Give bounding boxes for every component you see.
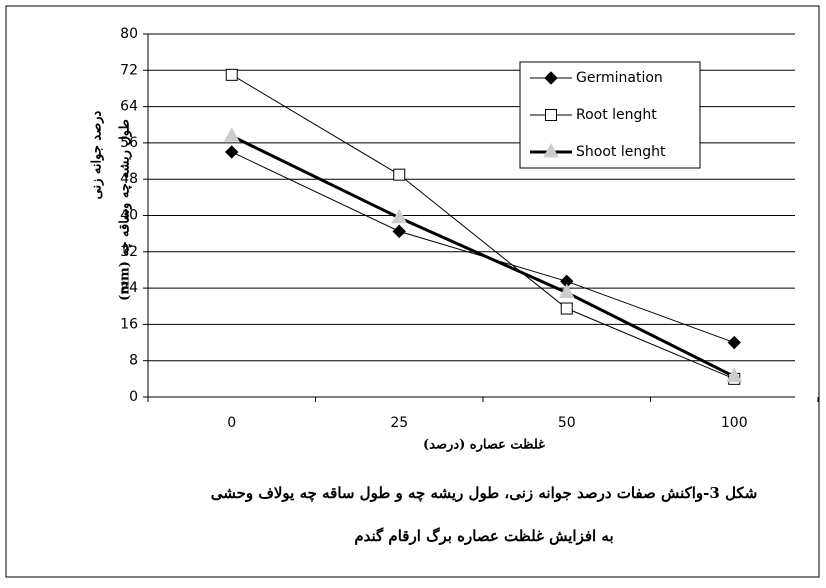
x-tick-label: 50	[558, 415, 576, 431]
y-tick-label: 8	[129, 353, 138, 369]
y-tick-label: 32	[120, 244, 138, 260]
legend-label: Germination	[576, 70, 663, 86]
x-tick-label: 25	[390, 415, 408, 431]
series-line	[231, 74, 735, 380]
caption: به افزایش غلظت عصاره برگ ارقام گندم	[354, 527, 613, 545]
marker	[544, 71, 558, 85]
marker	[545, 109, 557, 121]
y-tick-label: 16	[120, 316, 138, 332]
x-tick-label: 100	[721, 415, 748, 431]
legend-label: Root lenght	[576, 107, 657, 123]
y-tick-label: 40	[120, 208, 138, 224]
caption: شکل 3-واکنش صفات درصد جوانه زنی، طول ریش…	[211, 484, 758, 502]
marker	[225, 145, 239, 159]
x-axis-label: غلظت عصاره (درصد)	[423, 438, 545, 453]
marker	[223, 127, 240, 142]
marker	[727, 335, 741, 350]
x-tick-label: 0	[227, 415, 236, 431]
legend-label: Shoot lenght	[576, 144, 666, 160]
y-tick-label: 64	[120, 99, 138, 115]
marker	[558, 283, 575, 299]
marker	[393, 168, 406, 181]
marker	[225, 68, 238, 81]
marker	[392, 224, 406, 239]
marker	[543, 142, 559, 158]
y-tick-label: 0	[129, 389, 138, 405]
y-tick-label: 80	[120, 26, 138, 42]
series-line	[231, 134, 735, 378]
y-axis-label: طول ریشه چه وساقه چه (mm)	[118, 119, 133, 301]
y-tick-label: 72	[120, 62, 138, 78]
marker	[391, 208, 408, 224]
marker	[560, 302, 573, 315]
marker	[726, 367, 743, 383]
y-tick-label: 56	[120, 135, 138, 151]
y-tick-label: 48	[120, 171, 138, 187]
y-tick-label: 24	[120, 280, 138, 296]
y-axis-label: درصد جوانه زنی	[90, 110, 105, 199]
